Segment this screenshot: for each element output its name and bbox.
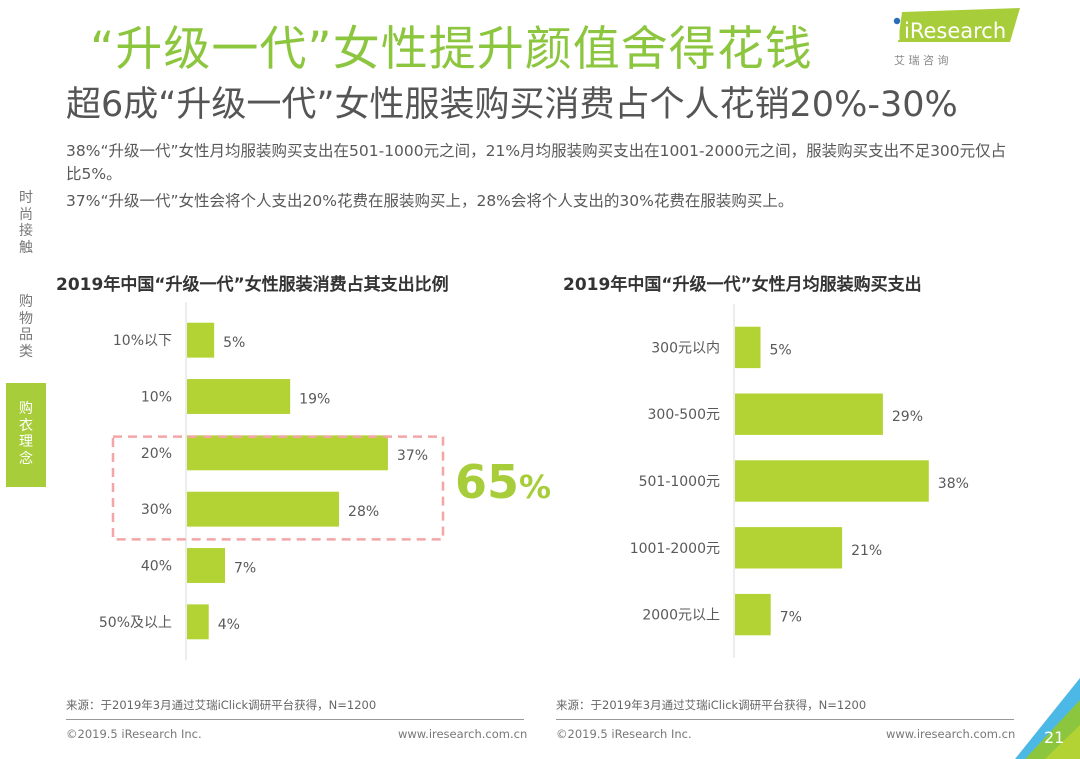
chart-1-category-label: 40% xyxy=(141,559,172,575)
chart-1-category-label: 10% xyxy=(141,390,172,406)
chart-2-category-label: 1001-2000元 xyxy=(630,541,720,557)
sidebar-item-fashion-contact[interactable]: 时尚接触 xyxy=(12,190,40,256)
sidebar-item-shopping-category[interactable]: 购物品类 xyxy=(12,294,40,360)
chart-1-title: 2019年中国“升级一代”女性服装消费占其支出比例 xyxy=(56,275,449,295)
chart-1-expense-share: 10%以下 5% 10% 19% 20% 37% 30% 28% 40% 7% 50%及以上 4% xyxy=(99,302,445,660)
page-subtitle: 超6成“升级一代”女性服装购买消费占个人花销20%-30% xyxy=(66,85,958,125)
logo-i-stem xyxy=(894,26,900,40)
chart-2-value-label: 38% xyxy=(938,476,969,492)
chart-2-category-label: 501-1000元 xyxy=(639,474,720,490)
chart-1-category-label: 30% xyxy=(141,502,172,518)
chart-1-value-label: 19% xyxy=(299,392,330,408)
logo-subtext: 艾 瑞 咨 询 xyxy=(894,53,949,67)
footer-divider-left xyxy=(66,719,524,720)
summary-paragraph-1: 38%“升级一代”女性月均服装购买支出在501-1000元之间，21%月均服装购… xyxy=(66,142,1007,183)
logo-text: iResearch xyxy=(904,19,1006,43)
chart-2-category-label: 2000元以上 xyxy=(642,608,720,624)
chart-2-title: 2019年中国“升级一代”女性月均服装购买支出 xyxy=(563,275,922,295)
chart-1-category-label: 50%及以上 xyxy=(99,615,172,631)
chart-1-value-label: 4% xyxy=(218,617,240,633)
chart-1-bar xyxy=(187,435,388,471)
chart-1-bar xyxy=(187,548,226,583)
chart-1-bar xyxy=(187,491,340,527)
chart-2-bar xyxy=(735,393,883,435)
chart-1-value-label: 7% xyxy=(234,561,256,577)
chart-1-value-label: 28% xyxy=(348,504,379,520)
chart-1-category-label: 20% xyxy=(141,446,172,462)
copyright-right: ©2019.5 iResearch Inc. xyxy=(556,727,692,741)
chart-1-bar xyxy=(187,604,209,640)
summary-paragraph-2: 37%“升级一代”女性会将个人支出20%花费在服装购买上，28%会将个人支出的3… xyxy=(66,192,794,210)
chart-2-value-label: 5% xyxy=(770,342,792,358)
chart-2-category-label: 300-500元 xyxy=(648,407,721,423)
page-title: “升级一代”女性提升颜值舍得花钱 xyxy=(90,22,813,77)
chart-1-source: 来源：于2019年3月通过艾瑞iClick调研平台获得，N=1200 xyxy=(66,698,377,712)
page-number: 21 xyxy=(1044,728,1064,747)
corner-decoration: 21 xyxy=(1015,678,1080,759)
chart-1-value-label: 37% xyxy=(397,448,428,464)
logo-dot xyxy=(893,17,901,25)
highlight-total: 65% xyxy=(455,455,551,509)
chart-1-bar xyxy=(187,322,215,358)
highlight-unit: % xyxy=(519,468,552,506)
chart-2-bar xyxy=(735,527,843,569)
chart-2-monthly-spend: 300元以内 5% 300-500元 29% 501-1000元 38% 1001-2000… xyxy=(630,304,969,658)
chart-1-bar xyxy=(187,379,291,414)
highlight-dashed-box xyxy=(111,435,445,541)
logo-banner xyxy=(898,8,1020,42)
chart-1-category-label: 10%以下 xyxy=(113,333,172,349)
footer-divider-right xyxy=(556,719,1014,720)
chart-2-value-label: 29% xyxy=(892,409,923,425)
iresearch-logo: iResearch 艾 瑞 咨 询 xyxy=(888,8,1023,70)
website-right[interactable]: www.iresearch.com.cn xyxy=(886,727,1016,741)
corner-lime-shape xyxy=(1045,725,1080,759)
chart-2-category-label: 300元以内 xyxy=(651,340,720,356)
chart-2-value-label: 21% xyxy=(851,543,882,559)
chart-2-bar xyxy=(735,326,761,369)
website-left[interactable]: www.iresearch.com.cn xyxy=(398,727,528,741)
copyright-left: ©2019.5 iResearch Inc. xyxy=(66,727,202,741)
chart-2-bar xyxy=(735,460,929,502)
sidebar-item-label: 时尚接触 xyxy=(19,190,33,256)
chart-1-value-label: 5% xyxy=(223,335,245,351)
chart-2-source: 来源：于2019年3月通过艾瑞iClick调研平台获得，N=1200 xyxy=(556,698,867,712)
chart-2-value-label: 7% xyxy=(780,610,802,626)
chart-2-bar xyxy=(735,593,771,636)
sidebar-item-clothing-concept[interactable]: 购衣理念 xyxy=(6,383,46,487)
sidebar-item-label: 购物品类 xyxy=(19,294,33,360)
sidebar-item-label: 购衣理念 xyxy=(19,401,33,467)
highlight-value: 65 xyxy=(455,455,520,509)
